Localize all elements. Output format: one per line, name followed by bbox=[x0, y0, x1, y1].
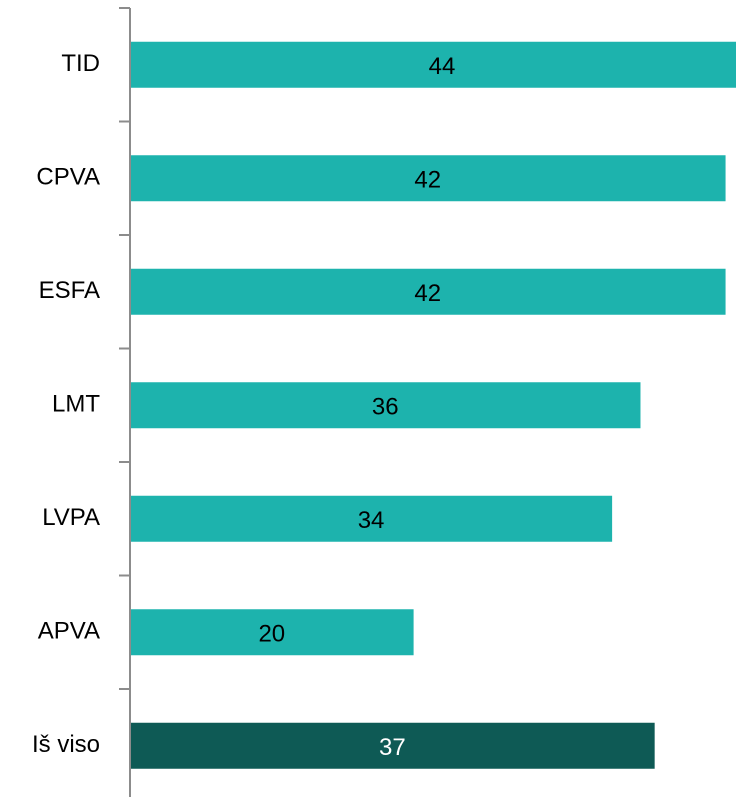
value-label: 42 bbox=[414, 280, 441, 307]
value-label: 44 bbox=[429, 53, 456, 80]
value-label: 20 bbox=[258, 621, 285, 648]
value-label: 37 bbox=[379, 734, 406, 761]
value-label: 36 bbox=[372, 394, 399, 421]
bar bbox=[130, 495, 613, 542]
bar bbox=[130, 609, 414, 656]
value-label: 42 bbox=[414, 167, 441, 194]
bar bbox=[130, 722, 655, 769]
category-label: TID bbox=[61, 50, 100, 77]
bar bbox=[130, 382, 641, 429]
bar bbox=[130, 155, 726, 202]
category-label: CPVA bbox=[36, 164, 100, 191]
category-label: ESFA bbox=[39, 277, 100, 304]
category-label: APVA bbox=[38, 618, 100, 645]
category-label: LVPA bbox=[42, 504, 100, 531]
category-label: LMT bbox=[52, 391, 100, 418]
bar bbox=[130, 268, 726, 315]
bar bbox=[130, 41, 736, 88]
category-label: Iš viso bbox=[32, 731, 100, 758]
value-label: 34 bbox=[358, 507, 385, 534]
